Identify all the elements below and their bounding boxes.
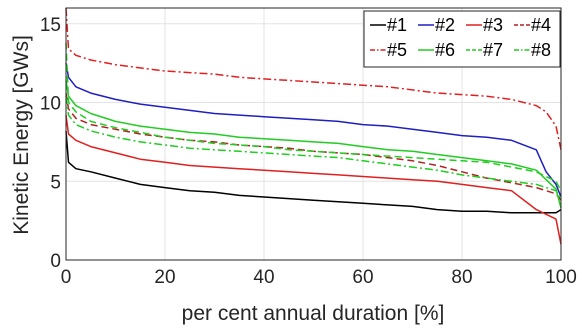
y-tick-labels: 0 5 10 15 — [40, 15, 61, 272]
x-axis-label: per cent annual duration [%] — [182, 302, 445, 325]
y-axis-label: Kinetic Energy [GWs] — [10, 35, 33, 235]
legend-box — [363, 10, 561, 68]
x-tick-label: 60 — [352, 267, 373, 288]
x-tick-label: 0 — [61, 267, 72, 288]
legend-label-8: #8 — [531, 40, 551, 60]
legend-label-3: #3 — [483, 15, 503, 35]
x-tick-label: 40 — [253, 267, 274, 288]
legend-label-1: #1 — [387, 15, 407, 35]
legend: #1 #2 #3 #4 #5 #6 #7 #8 — [363, 10, 561, 68]
series-line-7 — [65, 42, 562, 192]
x-tick-label: 100 — [545, 267, 577, 288]
series-line-3 — [65, 115, 562, 245]
y-tick-label: 10 — [40, 94, 61, 115]
y-tick-label: 0 — [50, 251, 61, 272]
y-tick-label: 5 — [50, 172, 61, 193]
series-line-2 — [65, 62, 562, 198]
legend-label-2: #2 — [435, 15, 455, 35]
x-tick-label: 20 — [154, 267, 175, 288]
legend-label-6: #6 — [435, 40, 455, 60]
plot-frame — [65, 7, 562, 261]
x-tick-labels: 0 20 40 60 80 100 — [61, 267, 577, 288]
series-line-8 — [65, 96, 562, 200]
series-line-4 — [65, 92, 562, 201]
legend-label-7: #7 — [483, 40, 503, 60]
series-line-1 — [65, 130, 562, 214]
y-tick-label: 15 — [40, 15, 61, 36]
series-layer — [65, 7, 562, 245]
series-line-6 — [65, 80, 562, 209]
legend-label-4: #4 — [531, 15, 551, 35]
legend-label-5: #5 — [387, 40, 407, 60]
series-line-5 — [65, 7, 562, 150]
x-tick-label: 80 — [451, 267, 472, 288]
